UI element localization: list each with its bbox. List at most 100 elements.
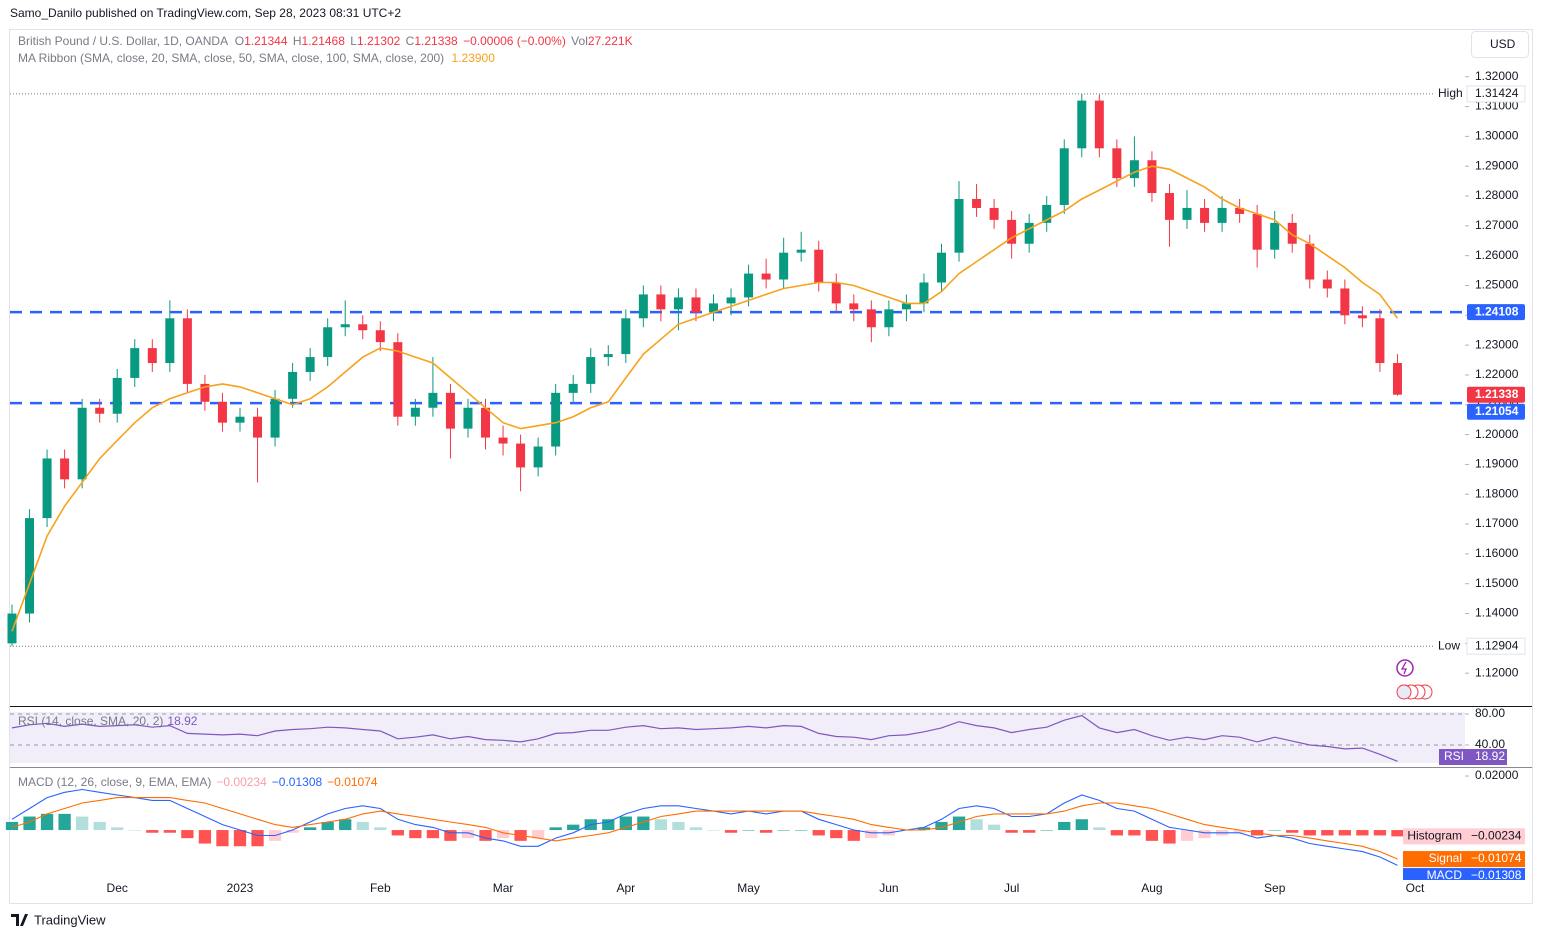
candle-body — [288, 371, 298, 399]
x-tick-label: 2023 — [227, 881, 254, 895]
y-tick-label: 1.16000 — [1475, 546, 1519, 560]
histogram-bar — [1373, 830, 1387, 836]
candle-body — [481, 407, 491, 438]
candle-body — [761, 273, 771, 280]
macd-tag-name-box — [1403, 828, 1467, 845]
x-tick-label: Jul — [1004, 881, 1019, 895]
histogram-bar — [795, 830, 808, 831]
price-tag-label: 1.21054 — [1475, 404, 1519, 418]
candle-body — [972, 199, 982, 208]
candle-body — [603, 354, 613, 358]
ma-value: 1.23900 — [452, 51, 496, 65]
candle-body — [1357, 315, 1367, 319]
quote-label: L — [350, 34, 357, 48]
histogram-bar — [374, 827, 387, 831]
currency-button[interactable] — [1471, 31, 1529, 58]
histogram-bar — [935, 821, 948, 831]
histogram-bar — [707, 830, 720, 831]
candle-body — [691, 297, 701, 313]
candle-body — [516, 443, 526, 468]
quote-value: 1.21468 — [302, 34, 346, 48]
candle-body — [1094, 100, 1104, 149]
candle-body — [1252, 213, 1262, 250]
candle-body — [358, 324, 368, 331]
x-tick-label: Sep — [1264, 881, 1286, 895]
histogram-bar — [602, 819, 615, 831]
histogram-bar — [496, 830, 510, 839]
candle-body — [270, 398, 280, 438]
histogram-bar — [1286, 830, 1299, 833]
extreme-value-box — [1466, 85, 1526, 103]
macd-tag — [1467, 828, 1525, 845]
histogram-bar — [1093, 827, 1106, 831]
macd-tag-name: MACD — [1427, 868, 1463, 882]
histogram-bar — [830, 830, 843, 839]
y-tick-label: 1.18000 — [1475, 486, 1519, 500]
ma-name: MA Ribbon (SMA, close, 20, SMA, close, 5… — [18, 51, 444, 65]
y-tick-label: 80.00 — [1475, 706, 1505, 720]
currency-label[interactable]: USD — [1490, 37, 1516, 51]
histogram-bar — [1128, 830, 1141, 836]
candle-body — [1375, 318, 1385, 364]
histogram-bar — [1005, 830, 1018, 833]
candle-body — [1024, 222, 1034, 244]
histogram-bar — [1023, 830, 1036, 833]
histogram-bar — [654, 819, 668, 831]
histogram-bar — [76, 816, 89, 831]
icon — [1396, 659, 1414, 677]
macd-tag-name: Signal — [1429, 851, 1462, 865]
y-tick-label: 1.17000 — [1475, 516, 1519, 530]
histogram-bar — [619, 816, 632, 831]
candle-body — [1042, 204, 1052, 223]
candle-body — [568, 383, 578, 393]
candle-body — [1305, 243, 1315, 280]
extreme-value-box — [1466, 637, 1526, 655]
histogram-bar — [1075, 819, 1088, 831]
y-tick-label: 1.29000 — [1475, 158, 1519, 172]
histogram-bar — [1040, 830, 1053, 831]
histogram-bar — [128, 830, 141, 831]
histogram-bar — [952, 816, 966, 831]
histogram-bar — [970, 819, 983, 831]
histogram-bar — [391, 830, 404, 836]
macd-title: MACD (12, 26, close, 9, EMA, EMA) — [18, 775, 211, 789]
y-tick-label: 1.32000 — [1475, 69, 1519, 83]
macd-line — [11, 788, 1398, 866]
candle-body — [1182, 207, 1192, 220]
rsi-tag-box — [1439, 749, 1467, 765]
ma-legend: MA Ribbon (SMA, close, 20, SMA, close, 5… — [18, 51, 495, 65]
x-tick-label: Aug — [1141, 881, 1162, 895]
macd-tag-value: −0.01074 — [1471, 851, 1522, 865]
histogram-bar — [444, 830, 457, 841]
x-tick-label: Dec — [107, 881, 128, 895]
extreme-label-box — [1433, 638, 1465, 655]
histogram-bar — [1233, 830, 1246, 833]
macd-pane — [5, 788, 1404, 866]
x-tick-label: Oct — [1406, 881, 1425, 895]
candle-body — [182, 318, 192, 384]
histogram-bar — [339, 819, 352, 831]
histogram-bar — [865, 830, 878, 839]
price-tag — [1467, 386, 1525, 403]
price-tag — [1467, 403, 1525, 420]
histogram-bar — [461, 830, 475, 839]
rsi-tag — [1467, 749, 1507, 765]
histogram-bar — [917, 827, 931, 831]
y-tick-label: 1.14000 — [1475, 606, 1519, 620]
candle-body — [673, 297, 683, 310]
y-tick-label: 1.28000 — [1475, 188, 1519, 202]
y-tick-label: 1.30000 — [1475, 129, 1519, 143]
rsi-tag-value: 18.92 — [1475, 749, 1505, 763]
histogram-bar — [321, 821, 334, 831]
candle-body — [323, 327, 333, 358]
icon — [1400, 661, 1407, 675]
candle-body — [7, 613, 17, 644]
y-tick-label: 1.19000 — [1475, 457, 1519, 471]
macd-legend-value: −0.01308 — [272, 775, 323, 789]
y-tick-label: 1.20000 — [1475, 427, 1519, 441]
extreme-value: 1.12904 — [1475, 638, 1519, 652]
extreme-label: High — [1438, 86, 1463, 100]
macd-legend: MACD (12, 26, close, 9, EMA, EMA) −0.0023… — [18, 775, 378, 789]
x-tick-label: Jun — [879, 881, 898, 895]
candle-body — [253, 416, 263, 438]
